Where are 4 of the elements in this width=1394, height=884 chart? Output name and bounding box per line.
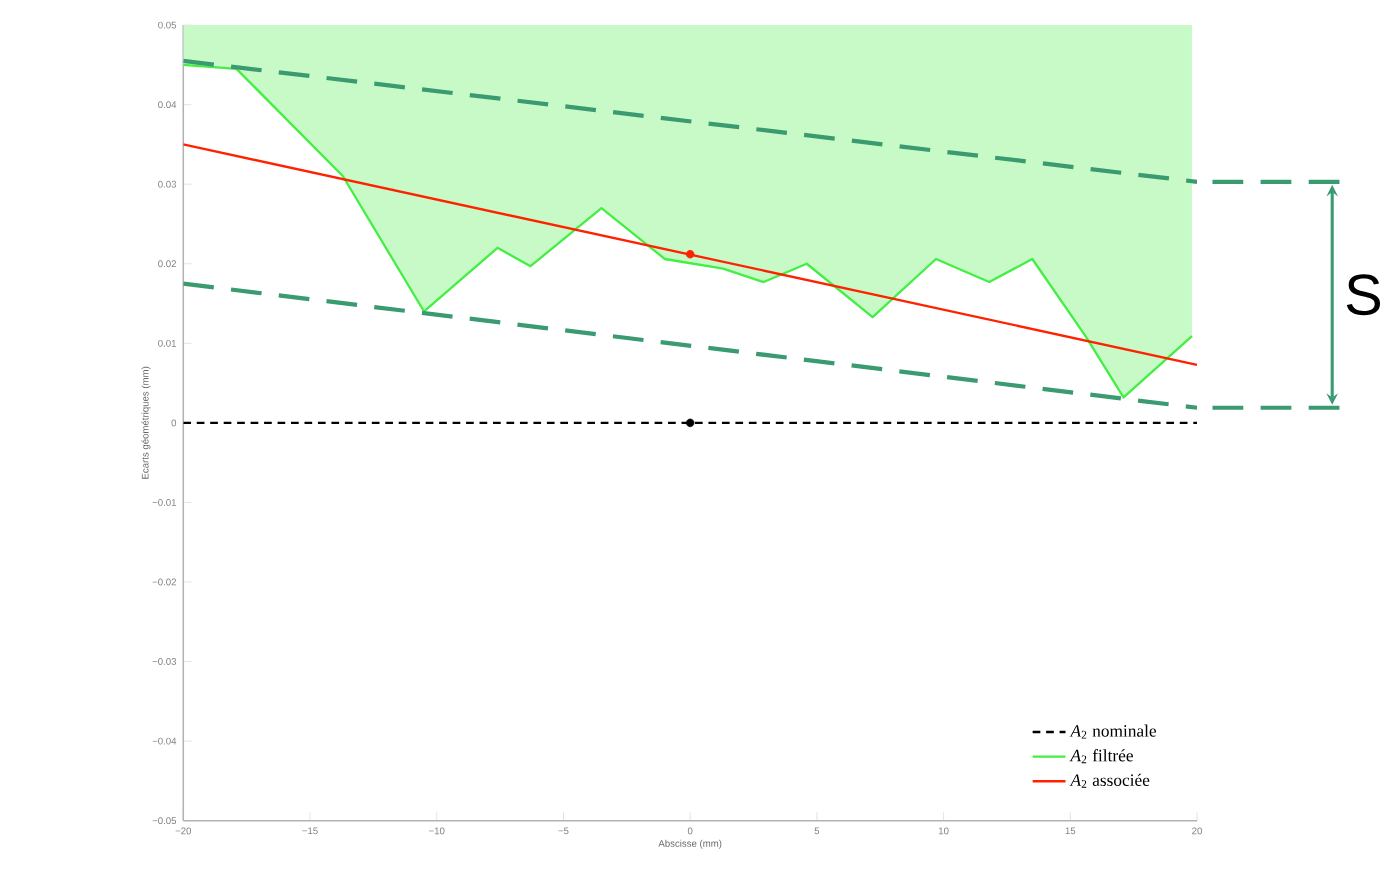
legend-label: A$_{2}$ nominale: [1069, 724, 1157, 739]
legend-label: A$_{2}$ associée: [1069, 773, 1150, 788]
text: S: [1346, 274, 1381, 316]
legend-label: A$_{2}$ filtrée: [1069, 748, 1133, 764]
